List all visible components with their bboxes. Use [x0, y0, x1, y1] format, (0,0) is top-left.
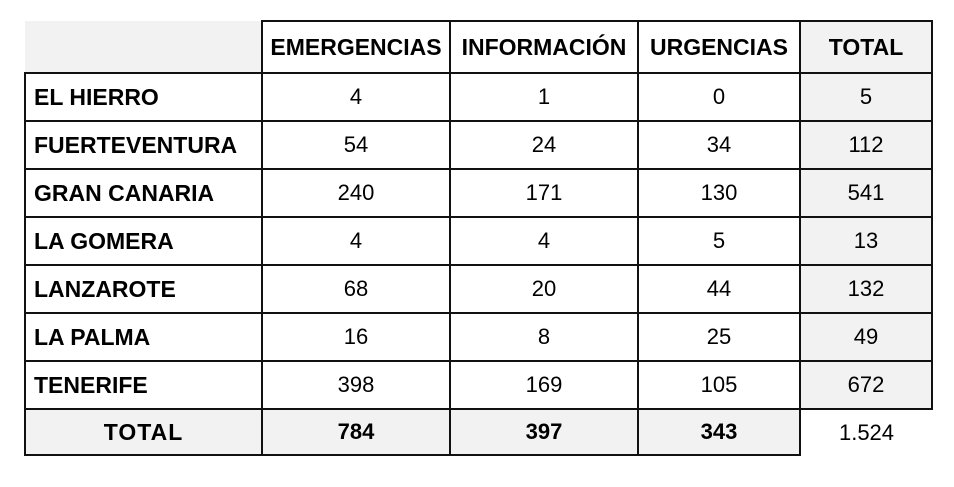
row-label: TENERIFE [24, 360, 263, 410]
table-cell: 4 [261, 72, 451, 122]
table-cell: 16 [261, 312, 451, 362]
row-total-cell: 132 [799, 264, 933, 314]
table-cell: 4 [261, 216, 451, 266]
table-cell: 240 [261, 168, 451, 218]
row-total-cell: 5 [799, 72, 933, 122]
row-total-cell: 13 [799, 216, 933, 266]
row-total-cell: 49 [799, 312, 933, 362]
row-total-cell: 112 [799, 120, 933, 170]
table-cell: 4 [449, 216, 639, 266]
column-header: URGENCIAS [637, 20, 801, 74]
row-label: LA PALMA [24, 312, 263, 362]
table-cell: 5 [637, 216, 801, 266]
grand-total-cell: 1.524 [800, 409, 932, 455]
corner-cell [25, 21, 263, 74]
row-label: LANZAROTE [24, 264, 263, 314]
table-body: EL HIERRO 4 1 0 5 FUERTEVENTURA 54 24 34 112 GRAN … [24, 72, 933, 410]
row-label: EL HIERRO [24, 72, 263, 122]
table-row: EL HIERRO 4 1 0 5 [24, 72, 933, 122]
table-cell: 397 [449, 408, 639, 456]
row-total-cell: 672 [799, 360, 933, 410]
table-cell: 25 [637, 312, 801, 362]
table-cell: 784 [261, 408, 451, 456]
table-cell: 1 [449, 72, 639, 122]
table-cell: 398 [261, 360, 451, 410]
row-total-cell: 541 [799, 168, 933, 218]
table-cell: 44 [637, 264, 801, 314]
table-cell: 24 [449, 120, 639, 170]
row-label: GRAN CANARIA [24, 168, 263, 218]
row-label: TOTAL [24, 408, 263, 456]
table-cell: 105 [637, 360, 801, 410]
table-row: LANZAROTE 68 20 44 132 [24, 264, 933, 314]
row-label: LA GOMERA [24, 216, 263, 266]
table-cell: 171 [449, 168, 639, 218]
table-cell: 54 [261, 120, 451, 170]
table-cell: 0 [637, 72, 801, 122]
column-header: INFORMACIÓN [449, 20, 639, 74]
table-cell: 20 [449, 264, 639, 314]
table-cell: 8 [449, 312, 639, 362]
table-cell: 34 [637, 120, 801, 170]
summary-table: EMERGENCIAS INFORMACIÓN URGENCIAS TOTAL … [24, 20, 933, 456]
table-row: GRAN CANARIA 240 171 130 541 [24, 168, 933, 218]
table-cell: 130 [637, 168, 801, 218]
column-header: EMERGENCIAS [261, 20, 451, 74]
table-row: FUERTEVENTURA 54 24 34 112 [24, 120, 933, 170]
row-label: FUERTEVENTURA [24, 120, 263, 170]
table-cell: 169 [449, 360, 639, 410]
table-row: TENERIFE 398 169 105 672 [24, 360, 933, 410]
column-header: TOTAL [799, 20, 933, 74]
table-row: LA PALMA 16 8 25 49 [24, 312, 933, 362]
total-row: TOTAL 784 397 343 1.524 [24, 408, 932, 456]
header-row: EMERGENCIAS INFORMACIÓN URGENCIAS TOTAL [25, 20, 933, 74]
table-cell: 343 [637, 408, 801, 456]
table-cell: 68 [261, 264, 451, 314]
table-row: LA GOMERA 4 4 5 13 [24, 216, 933, 266]
